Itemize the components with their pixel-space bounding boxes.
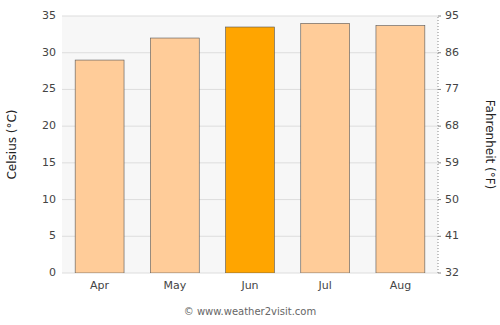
- bar: [376, 26, 425, 273]
- bar: [226, 27, 275, 273]
- x-tick-label: Aug: [390, 279, 411, 292]
- y2-tick-label: 50: [445, 193, 459, 206]
- y2-tick: [438, 273, 441, 274]
- y2-tick: [438, 16, 441, 17]
- y2-tick: [438, 236, 441, 237]
- y-tick-label: 25: [42, 82, 56, 95]
- x-tick-label: Jul: [318, 279, 332, 292]
- chart-svg: 0 5 10 15 20 25 30 35 32 41 50 59 68 77 86 95 Apr May Jun J…: [0, 0, 500, 325]
- y2-tick-label: 86: [445, 46, 459, 59]
- y-tick-label: 10: [42, 193, 56, 206]
- y-tick-label: 30: [42, 46, 56, 59]
- y2-tick: [438, 89, 441, 90]
- bars: [75, 23, 425, 273]
- y2-tick-label: 59: [445, 156, 459, 169]
- x-tick-label: Apr: [90, 279, 110, 292]
- y-tick-label: 15: [42, 156, 56, 169]
- y2-axis-line: [438, 16, 439, 273]
- y2-axis-label: Fahrenheit (°F): [483, 100, 497, 190]
- bar: [75, 60, 124, 273]
- y-tick-label: 20: [42, 119, 56, 132]
- y2-tick: [438, 162, 441, 163]
- chart-container: 0 5 10 15 20 25 30 35 32 41 50 59 68 77 86 95 Apr May Jun J…: [0, 0, 500, 325]
- y-tick-label: 5: [49, 229, 56, 242]
- bar: [301, 23, 350, 273]
- y2-tick: [438, 126, 441, 127]
- y2-tick-label: 95: [445, 9, 459, 22]
- y2-tick: [438, 199, 441, 200]
- x-axis: Apr May Jun Jul Aug: [90, 279, 411, 292]
- plot-background: [62, 16, 438, 273]
- x-tick-label: May: [163, 279, 186, 292]
- y-axis-label: Celsius (°C): [5, 109, 19, 179]
- grid-line: [62, 16, 438, 17]
- bar: [150, 38, 199, 273]
- y-axis-right: 32 41 50 59 68 77 86 95: [438, 9, 459, 279]
- y-tick-label: 35: [42, 9, 56, 22]
- footnote: © www.weather2visit.com: [184, 306, 316, 317]
- y-axis-left: 0 5 10 15 20 25 30 35: [42, 9, 56, 279]
- x-tick-label: Jun: [240, 279, 258, 292]
- y2-tick-label: 77: [445, 82, 459, 95]
- y-tick-label: 0: [49, 266, 56, 279]
- y2-tick-label: 41: [445, 229, 459, 242]
- y2-tick: [438, 52, 441, 53]
- y2-tick-label: 32: [445, 266, 459, 279]
- y2-tick-label: 68: [445, 119, 459, 132]
- grid: [62, 16, 438, 273]
